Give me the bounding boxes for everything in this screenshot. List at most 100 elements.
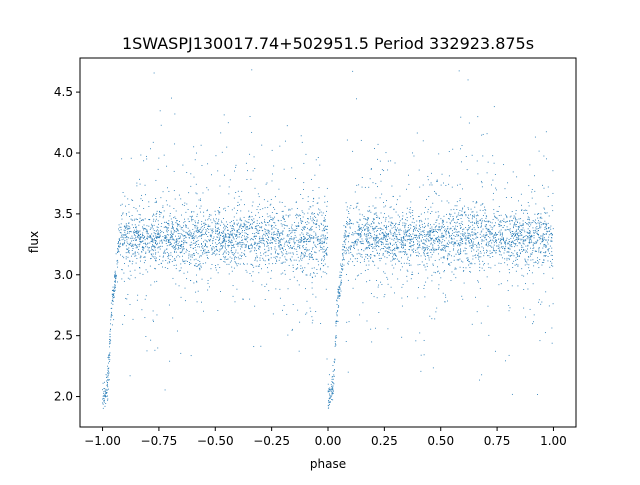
data-point xyxy=(369,209,371,211)
data-point xyxy=(463,212,465,214)
data-point xyxy=(231,257,233,259)
data-point xyxy=(161,223,163,224)
data-point xyxy=(148,206,150,207)
data-point xyxy=(447,253,449,255)
data-point xyxy=(302,233,304,235)
data-point xyxy=(143,224,145,226)
data-point xyxy=(493,242,495,244)
data-point xyxy=(516,263,518,265)
data-point xyxy=(384,250,386,252)
data-point xyxy=(135,235,137,237)
data-point xyxy=(241,244,243,246)
data-point xyxy=(516,230,518,232)
data-point xyxy=(142,234,143,236)
data-point xyxy=(204,244,206,246)
data-point xyxy=(415,226,417,228)
data-point xyxy=(272,219,274,221)
data-point xyxy=(418,287,419,289)
data-point xyxy=(258,246,260,248)
data-point xyxy=(251,216,253,218)
data-point xyxy=(282,234,284,236)
data-point xyxy=(377,228,379,229)
data-point xyxy=(227,246,229,248)
data-point xyxy=(366,219,368,221)
data-point xyxy=(122,255,124,257)
data-point xyxy=(188,251,190,252)
data-point xyxy=(326,254,328,256)
data-point xyxy=(538,251,540,253)
data-point xyxy=(124,241,125,243)
data-point xyxy=(127,256,129,258)
data-point xyxy=(203,226,205,228)
data-point xyxy=(459,198,461,200)
data-point xyxy=(115,274,117,276)
data-point xyxy=(535,203,537,205)
data-point xyxy=(481,246,483,248)
data-point xyxy=(143,247,145,249)
data-point xyxy=(545,234,547,235)
data-point xyxy=(407,296,408,298)
data-point xyxy=(492,246,494,248)
data-point xyxy=(340,284,342,286)
data-point xyxy=(336,300,338,302)
data-point xyxy=(142,240,144,242)
data-point xyxy=(128,231,130,232)
data-point xyxy=(396,199,398,201)
data-point xyxy=(228,273,230,275)
data-point xyxy=(144,235,146,237)
data-point xyxy=(165,239,167,241)
data-point xyxy=(295,236,297,238)
data-point xyxy=(182,229,184,231)
data-point xyxy=(387,169,389,171)
data-point xyxy=(383,202,384,204)
data-point xyxy=(112,296,114,297)
data-point xyxy=(535,227,537,229)
data-point xyxy=(203,211,205,213)
data-point xyxy=(202,241,204,243)
data-point xyxy=(302,247,304,249)
data-point xyxy=(366,238,368,240)
data-point xyxy=(306,224,308,225)
data-point xyxy=(505,229,507,231)
data-point xyxy=(310,218,312,220)
data-point xyxy=(183,243,185,245)
data-point xyxy=(446,200,448,202)
data-point xyxy=(175,244,177,246)
data-point xyxy=(223,261,225,262)
data-point xyxy=(440,277,442,279)
data-point xyxy=(387,247,389,249)
data-point xyxy=(114,274,116,276)
data-point xyxy=(202,192,204,194)
data-point xyxy=(172,317,174,319)
data-point xyxy=(489,224,491,226)
data-point xyxy=(532,283,534,285)
data-point xyxy=(316,258,318,260)
data-point xyxy=(339,293,341,295)
data-point xyxy=(521,251,523,252)
data-point xyxy=(298,284,300,286)
data-point xyxy=(316,202,318,204)
data-point xyxy=(402,218,403,220)
data-point xyxy=(139,267,141,269)
data-point xyxy=(524,209,526,211)
data-point xyxy=(172,227,174,229)
data-point xyxy=(198,236,200,238)
data-point xyxy=(216,229,218,231)
data-point xyxy=(420,233,422,235)
data-point xyxy=(473,238,475,240)
data-point xyxy=(289,214,291,216)
data-point xyxy=(235,257,237,259)
data-point xyxy=(247,234,249,236)
data-point xyxy=(418,228,420,230)
data-point xyxy=(216,223,218,225)
data-point xyxy=(413,226,415,228)
data-point xyxy=(287,334,289,336)
data-point xyxy=(232,285,234,287)
data-point xyxy=(165,236,167,237)
data-point xyxy=(519,252,521,254)
data-point xyxy=(453,273,455,275)
data-point xyxy=(305,237,306,239)
data-point xyxy=(310,216,311,218)
data-point xyxy=(359,213,361,215)
data-point xyxy=(462,234,464,236)
